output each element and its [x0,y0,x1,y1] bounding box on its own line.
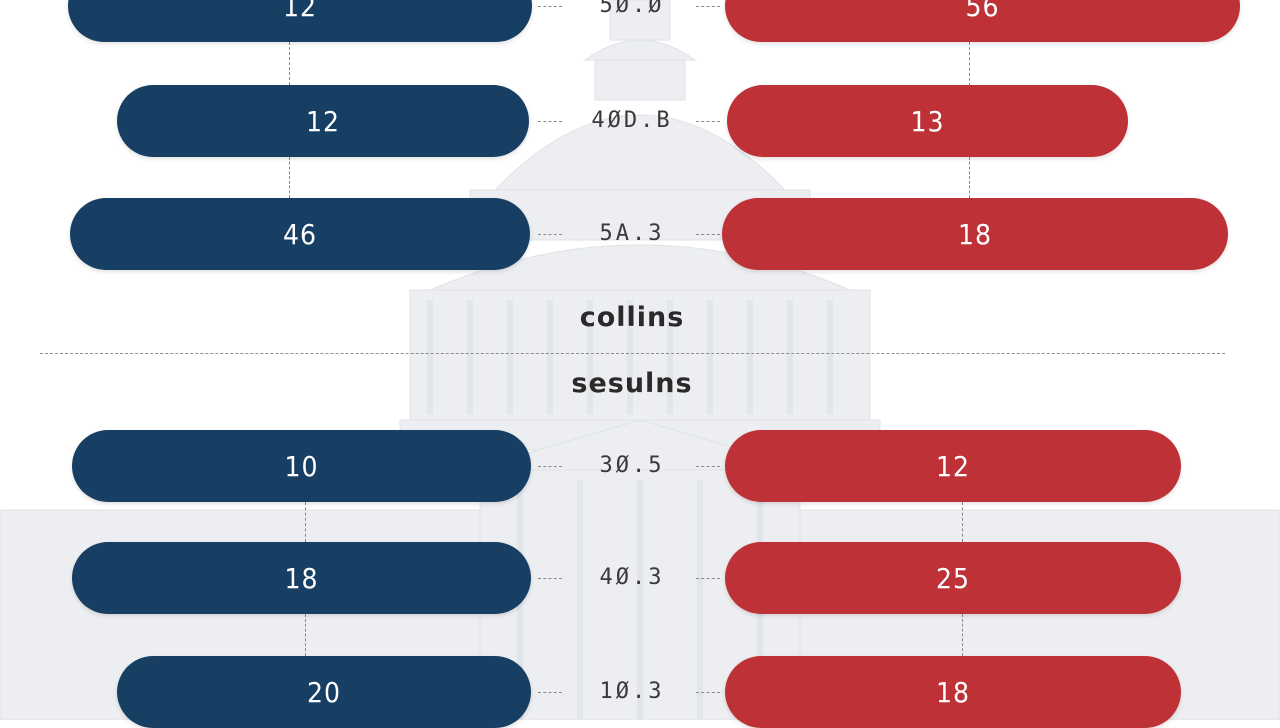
center-value: 1Ø.3 [599,679,665,704]
connector-line [538,692,562,693]
left-bar-value: 18 [284,561,319,595]
center-value: 5Ø.Ø [599,0,665,18]
left-bar: 46 [70,198,530,270]
section-title-collins: collins [579,302,685,333]
right-bar: 18 [725,656,1181,728]
connector-line [962,502,963,542]
left-bar: 12 [68,0,532,42]
connector-line [696,578,720,579]
center-value: 5A.3 [599,221,665,246]
section-title-sesulns: sesulns [571,368,693,399]
right-bar-value: 18 [935,675,971,709]
connector-line [696,692,720,693]
connector-line [538,234,562,235]
connector-line [305,614,306,656]
right-bar-value: 18 [957,217,993,251]
connector-line [538,466,562,467]
center-value: 4Ø.3 [599,565,665,590]
connector-line [289,42,290,85]
right-bar-value: 56 [965,0,1000,23]
left-bar-value: 20 [306,675,342,709]
center-value: 3Ø.5 [599,453,665,478]
left-bar-value: 10 [284,449,319,483]
right-bar-value: 25 [935,561,971,595]
left-bar: 10 [72,430,531,502]
left-bar: 20 [117,656,531,728]
left-bar-value: 12 [305,104,341,138]
right-bar: 12 [725,430,1181,502]
connector-line [969,157,970,198]
connector-line [962,614,963,656]
connector-line [969,42,970,86]
right-bar: 18 [722,198,1228,270]
right-bar-value: 12 [935,449,971,483]
left-bar-value: 46 [282,217,318,251]
connector-line [538,578,562,579]
right-bar: 25 [725,542,1181,614]
section-divider [40,353,1225,354]
connector-line [696,466,720,467]
connector-line [305,502,306,542]
left-bar: 18 [72,542,531,614]
connector-line [696,6,720,7]
right-bar: 13 [727,85,1128,157]
right-bar-value: 13 [910,104,945,138]
right-bar: 56 [725,0,1240,42]
connector-line [696,234,720,235]
connector-line [538,121,562,122]
connector-line [538,6,562,7]
connector-line [696,121,720,122]
left-bar: 12 [117,85,529,157]
left-bar-value: 12 [282,0,318,23]
connector-line [289,157,290,198]
center-value: 4ØD.B [591,108,673,133]
